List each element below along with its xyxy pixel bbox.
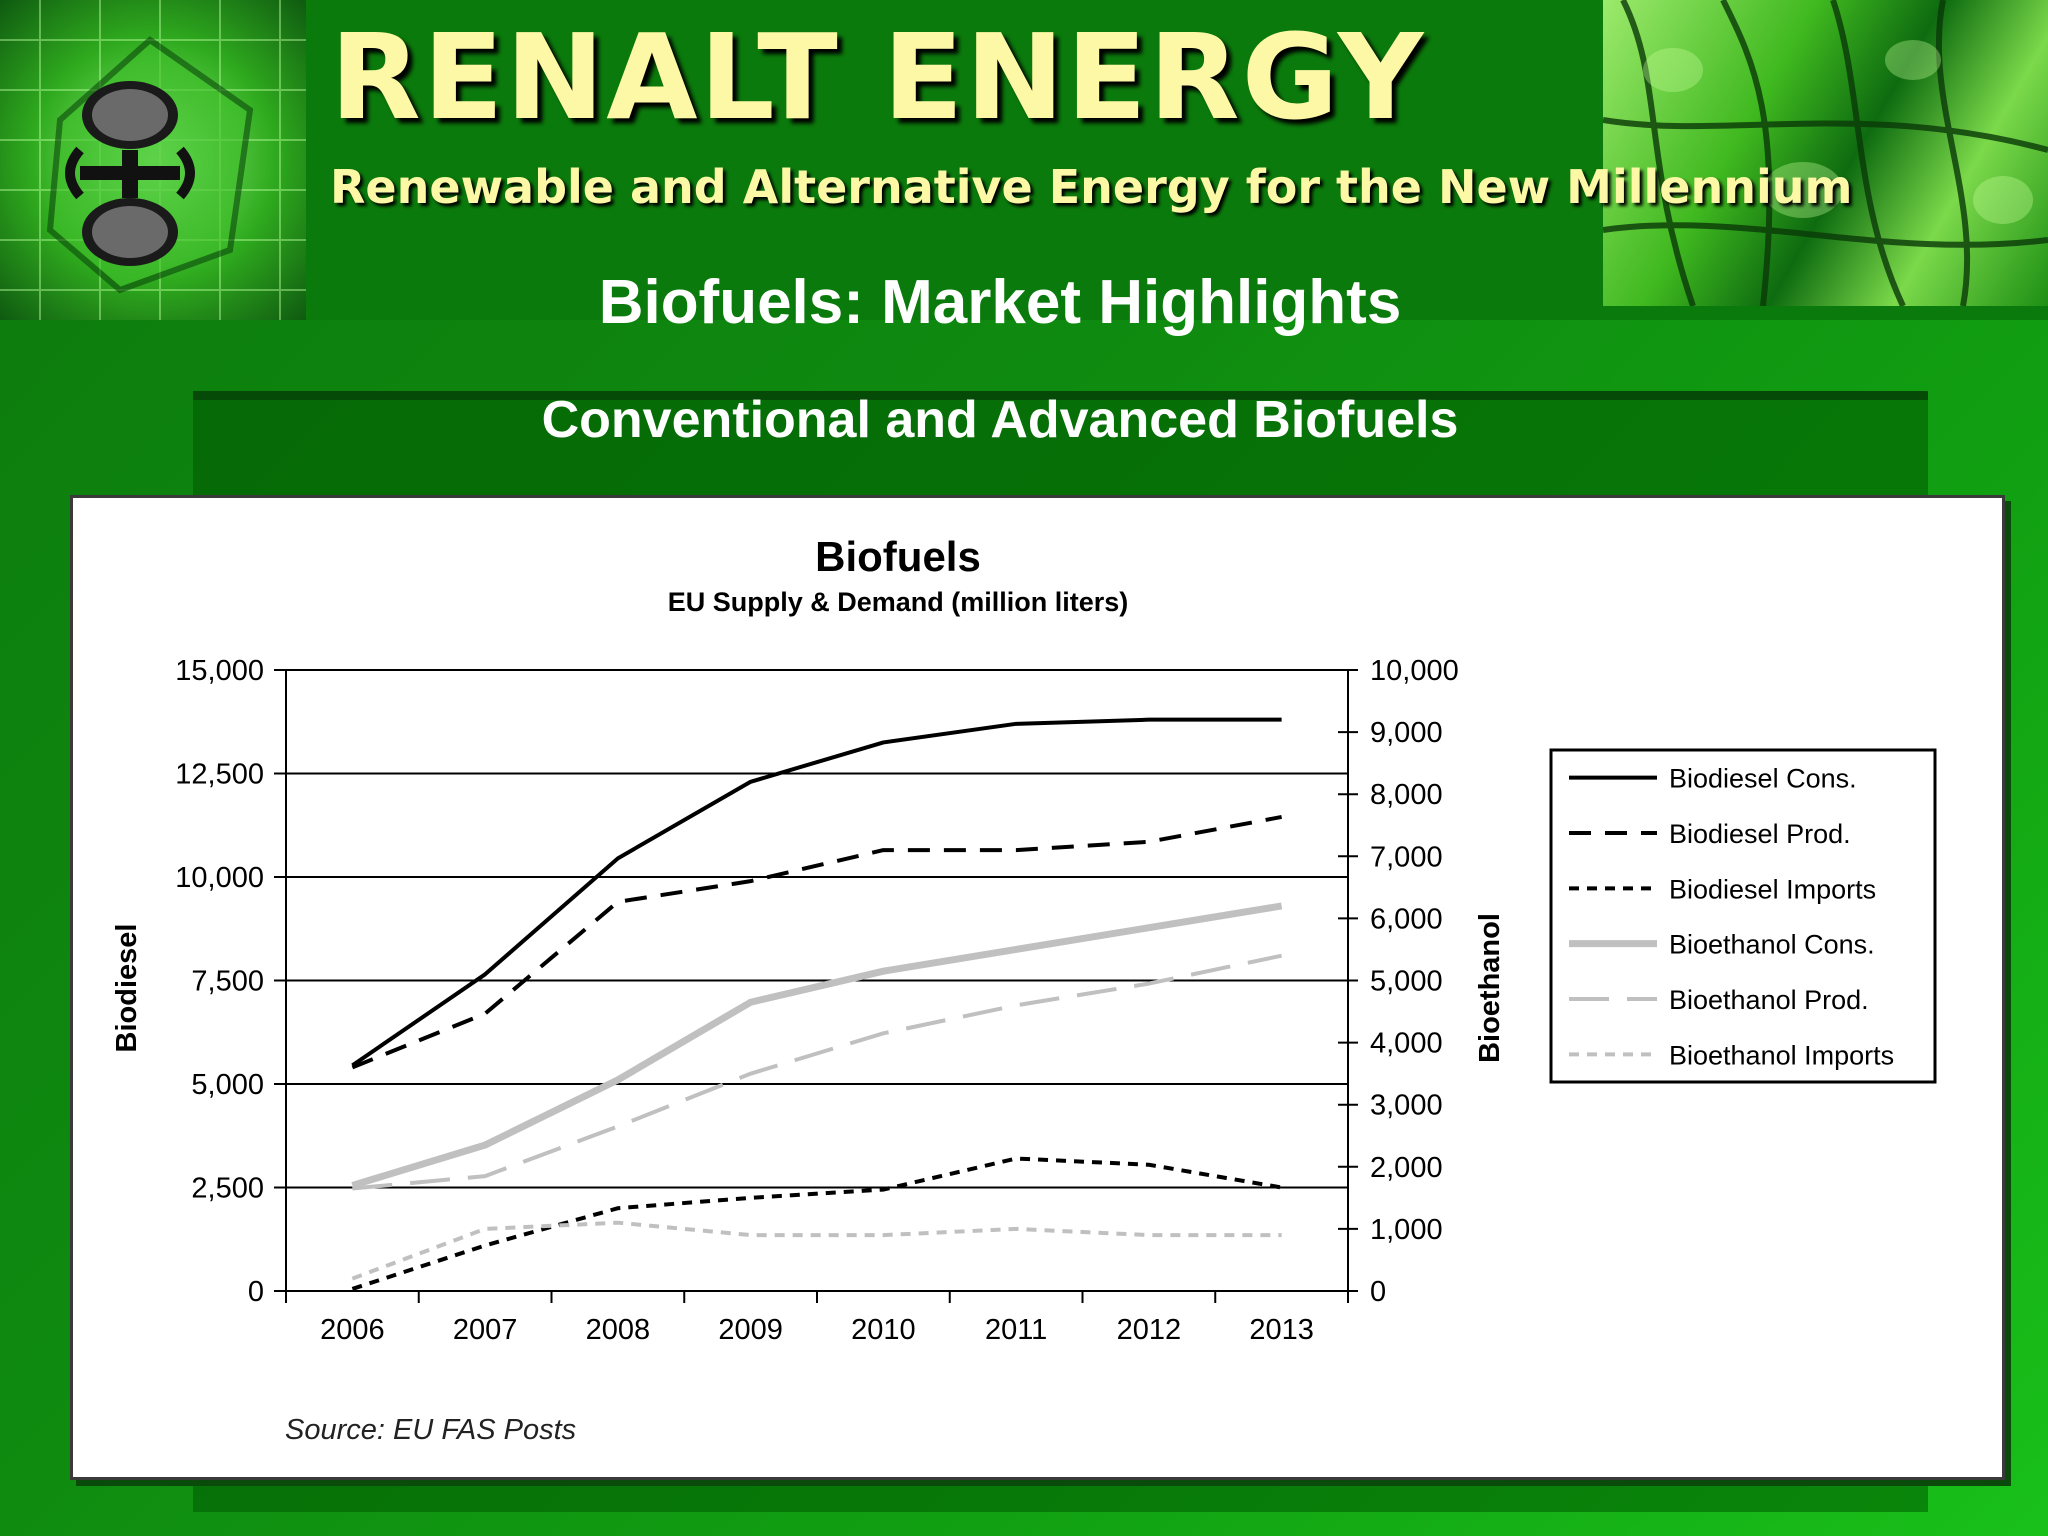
plant-cell-texture-image	[1603, 0, 2048, 306]
x-tick-label: 2007	[453, 1314, 518, 1346]
chart-panel: Biofuels EU Supply & Demand (million lit…	[70, 495, 2005, 1480]
y-axis-right-label: Bioethanol	[1474, 913, 1506, 1063]
y-left-tick-label: 12,500	[175, 759, 264, 791]
series-line-biodiesel-imports	[351, 1156, 1282, 1291]
y-right-tick-label: 6,000	[1370, 903, 1443, 935]
y-right-tick-label: 9,000	[1370, 717, 1443, 749]
y-right-tick-label: 7,000	[1370, 841, 1443, 873]
y-left-tick-label: 5,000	[191, 1069, 264, 1101]
x-tick-label: 2011	[985, 1314, 1047, 1346]
series-line-biodiesel-cons	[351, 717, 1282, 1068]
legend-label: Bioethanol Prod.	[1669, 985, 1869, 1015]
slide-title: Biofuels: Market Highlights	[598, 268, 1402, 337]
x-tick-label: 2010	[851, 1314, 916, 1346]
x-tick-label: 2013	[1249, 1314, 1314, 1346]
recycle-emblem-icon	[0, 0, 306, 320]
y-right-tick-label: 5,000	[1370, 966, 1443, 998]
y-left-tick-label: 0	[248, 1276, 264, 1308]
biofuels-line-chart: Biofuels EU Supply & Demand (million lit…	[111, 533, 1937, 1446]
brand-title: RENALT ENERGY	[330, 8, 1426, 146]
y-right-tick-label: 8,000	[1370, 779, 1443, 811]
y-right-tick-label: 4,000	[1370, 1028, 1443, 1060]
x-tick-label: 2008	[586, 1314, 651, 1346]
panel-backdrop-rule	[193, 391, 1928, 400]
y-left-tick-label: 15,000	[175, 655, 264, 687]
legend-label: Biodiesel Cons.	[1669, 764, 1857, 794]
y-left-tick-label: 10,000	[175, 862, 264, 894]
y-right-tick-label: 2,000	[1370, 1152, 1443, 1184]
series-line-bioethanol-prod	[352, 953, 1283, 1191]
legend-label: Bioethanol Cons.	[1669, 930, 1875, 960]
y-right-tick-label: 10,000	[1370, 655, 1459, 687]
y-left-tick-label: 7,500	[191, 966, 264, 998]
slide-subtitle: Conventional and Advanced Biofuels	[541, 391, 1459, 449]
series-line-bioethanol-cons	[351, 902, 1283, 1189]
series-line-biodiesel-prod	[351, 815, 1282, 1070]
chart-subtitle: EU Supply & Demand (million liters)	[668, 587, 1129, 617]
legend-label: Biodiesel Imports	[1669, 874, 1876, 904]
brand-tagline: Renewable and Alternative Energy for the…	[330, 160, 1853, 214]
y-right-tick-label: 1,000	[1370, 1214, 1443, 1246]
y-right-tick-label: 0	[1370, 1276, 1386, 1308]
legend-label: Biodiesel Prod.	[1669, 819, 1851, 849]
y-right-tick-label: 3,000	[1370, 1090, 1443, 1122]
x-tick-label: 2009	[718, 1314, 783, 1346]
chart-source: Source: EU FAS Posts	[285, 1414, 576, 1446]
series-line-bioethanol-imports	[351, 1220, 1282, 1281]
chart-title: Biofuels	[815, 533, 981, 580]
legend-label: Bioethanol Imports	[1669, 1040, 1894, 1070]
y-left-tick-label: 2,500	[191, 1173, 264, 1205]
x-tick-label: 2012	[1117, 1314, 1182, 1346]
y-axis-left-label: Biodiesel	[111, 924, 143, 1053]
legend-box	[1549, 748, 1937, 1084]
x-tick-label: 2006	[320, 1314, 385, 1346]
